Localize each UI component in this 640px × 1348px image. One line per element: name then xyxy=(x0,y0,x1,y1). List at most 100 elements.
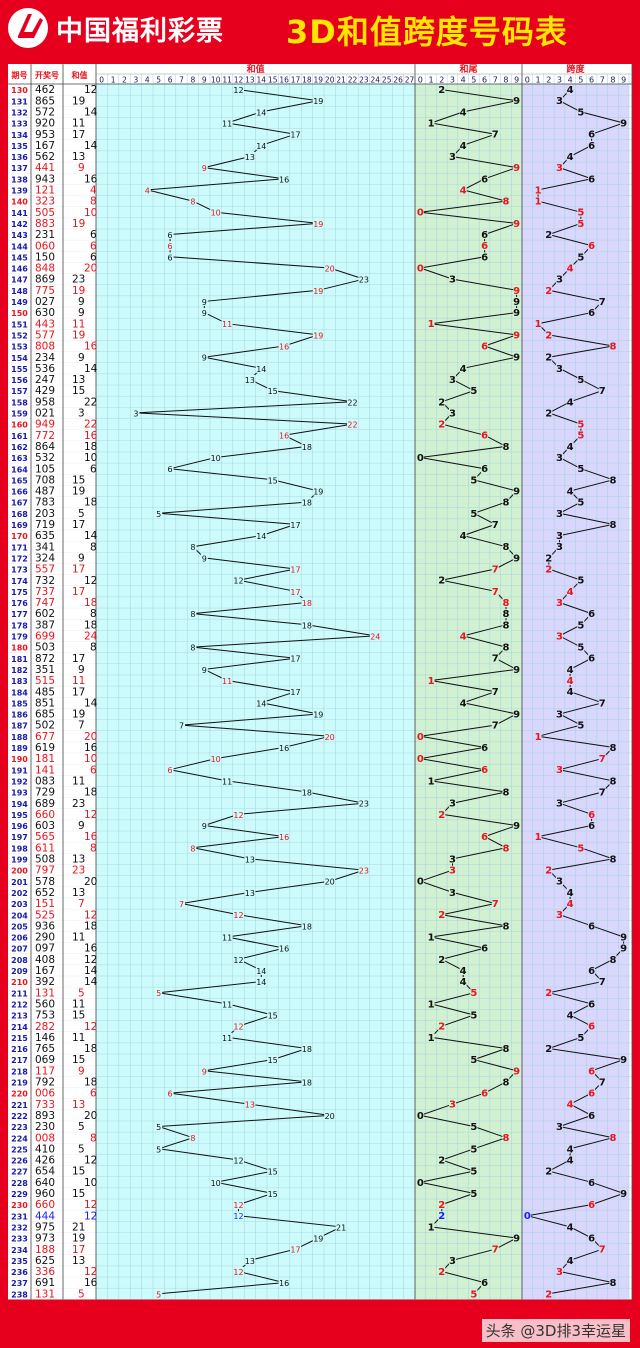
point-bg-sum xyxy=(301,597,313,607)
issue-number: 143 xyxy=(11,231,28,240)
point-span: 6 xyxy=(588,921,595,932)
point-bg-span xyxy=(609,1133,617,1143)
point-bg-sum xyxy=(278,174,290,184)
point-bg-span xyxy=(555,597,563,607)
point-bg-tail xyxy=(470,1122,478,1132)
point-tail: 6 xyxy=(481,342,488,353)
issue-number: 144 xyxy=(11,242,28,251)
point-bg-span xyxy=(555,1122,563,1132)
point-tail: 8 xyxy=(502,598,509,609)
point-sum: 21 xyxy=(336,1223,346,1232)
sum-value: 11 xyxy=(72,118,85,130)
point-span: 2 xyxy=(545,230,552,241)
panel-tick-tail: 6 xyxy=(482,76,487,85)
point-bg-tail xyxy=(448,798,456,808)
draw-number: 677 xyxy=(35,731,55,743)
point-span: 4 xyxy=(567,676,574,687)
point-bg-sum xyxy=(290,564,301,574)
sum-value: 15 xyxy=(72,385,85,397)
point-sum: 17 xyxy=(290,588,300,597)
draw-number: 603 xyxy=(35,820,55,832)
point-tail: 8 xyxy=(502,643,509,654)
point-tail: 6 xyxy=(481,832,488,843)
point-span: 7 xyxy=(599,977,606,988)
point-bg-tail xyxy=(438,1211,446,1221)
point-tail: 2 xyxy=(438,1267,445,1278)
draw-number: 392 xyxy=(35,976,55,988)
point-bg-span xyxy=(609,742,617,752)
point-tail: 4 xyxy=(460,631,467,642)
draw-number: 733 xyxy=(35,1099,55,1111)
point-tail: 1 xyxy=(428,1033,435,1044)
point-bg-span xyxy=(555,96,563,106)
issue-number: 211 xyxy=(11,989,28,998)
sum-value: 12 xyxy=(84,954,97,966)
point-span: 1 xyxy=(535,185,542,196)
sum-value: 5 xyxy=(78,987,85,999)
point-bg-sum xyxy=(290,129,301,139)
point-tail: 1 xyxy=(428,776,435,787)
panel-tick-tail: 4 xyxy=(461,76,466,85)
sum-value: 6 xyxy=(90,463,97,475)
point-sum: 17 xyxy=(290,566,300,575)
point-tail: 9 xyxy=(513,330,520,341)
issue-number: 184 xyxy=(11,688,28,697)
point-bg-tail xyxy=(470,386,478,396)
panel-tick-sum: 12 xyxy=(234,76,244,85)
point-tail: 5 xyxy=(470,1144,477,1155)
issue-number: 208 xyxy=(11,956,28,965)
draw-number: 635 xyxy=(35,530,55,542)
point-bg-span xyxy=(609,1278,617,1288)
sum-value: 20 xyxy=(84,263,97,275)
point-bg-tail xyxy=(416,876,424,886)
panel-tick-sum: 13 xyxy=(245,76,255,85)
point-bg-span xyxy=(588,820,596,830)
point-bg-tail xyxy=(438,1200,446,1210)
draw-number: 151 xyxy=(35,898,55,910)
point-tail: 3 xyxy=(449,375,456,386)
sum-value: 13 xyxy=(72,1255,85,1267)
point-tail: 9 xyxy=(513,163,520,174)
sum-value: 12 xyxy=(84,909,97,921)
point-bg-tail xyxy=(438,575,446,585)
point-span: 8 xyxy=(609,342,616,353)
point-tail: 1 xyxy=(428,999,435,1010)
point-bg-sum xyxy=(324,1110,336,1120)
sum-value: 14 xyxy=(84,363,98,375)
point-bg-sum xyxy=(210,453,222,463)
point-span: 1 xyxy=(535,319,542,330)
panel-title-span: 跨度 xyxy=(566,63,585,75)
point-bg-tail xyxy=(513,308,521,318)
draw-number: 775 xyxy=(35,285,55,297)
draw-number: 565 xyxy=(35,831,55,843)
sum-value: 17 xyxy=(72,519,85,531)
point-bg-sum xyxy=(233,85,244,95)
draw-number: 689 xyxy=(35,798,55,810)
issue-number: 204 xyxy=(11,911,28,920)
issue-number: 174 xyxy=(11,577,28,586)
point-span: 6 xyxy=(588,966,595,977)
point-bg-span xyxy=(620,1055,628,1065)
point-tail: 9 xyxy=(513,96,520,107)
point-bg-sum xyxy=(233,1155,244,1165)
point-bg-sum xyxy=(312,330,324,340)
issue-number: 162 xyxy=(11,443,28,452)
point-bg-tail xyxy=(448,854,456,864)
sum-value: 12 xyxy=(84,1266,97,1278)
point-span: 6 xyxy=(588,1234,595,1245)
point-bg-span xyxy=(566,899,574,909)
point-sum: 12 xyxy=(233,1212,243,1221)
panel-tick-sum: 14 xyxy=(257,76,267,85)
point-bg-sum xyxy=(301,497,313,507)
point-bg-sum xyxy=(221,999,233,1009)
sum-value: 11 xyxy=(72,932,85,944)
point-span: 5 xyxy=(577,1033,584,1044)
point-span: 4 xyxy=(567,85,574,96)
draw-number: 973 xyxy=(35,1233,55,1245)
sum-value: 18 xyxy=(84,597,97,609)
point-bg-span xyxy=(555,274,563,284)
panel-tick-sum: 7 xyxy=(179,76,184,85)
point-sum: 17 xyxy=(290,655,300,664)
point-bg-span xyxy=(545,1166,553,1176)
point-sum: 17 xyxy=(290,521,300,530)
